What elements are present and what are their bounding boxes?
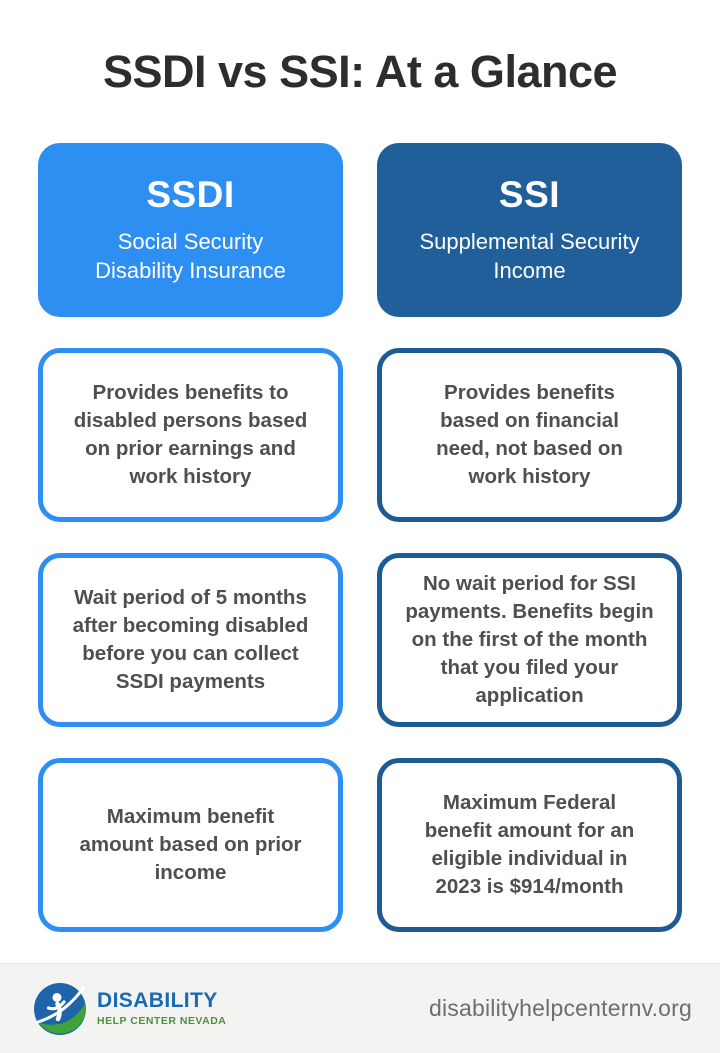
ssdi-benefits-basis-box: Provides benefits to disabled persons ba… [38, 348, 343, 522]
ssi-full-name: Supplemental Security Income [419, 229, 640, 283]
title-bar: SSDI vs SSI: At a Glance [0, 0, 720, 143]
disability-help-center-emblem-icon [34, 982, 87, 1035]
ssi-max-benefit-box: Maximum Federal benefit amount for an el… [377, 758, 682, 932]
ssdi-full-name: Social Security Disability Insurance [95, 229, 286, 283]
ssdi-header-card: SSDI Social Security Disability Insuranc… [38, 143, 343, 317]
ssdi-abbr-heading: SSDI [146, 174, 235, 216]
ssi-wait-period-box: No wait period for SSI payments. Benefit… [377, 553, 682, 727]
ssi-abbr-heading: SSI [498, 174, 561, 216]
ssi-benefits-basis-box: Provides benefits based on financial nee… [377, 348, 682, 522]
disability-help-center-logo: DISABILITY HELP CENTER NEVADA [32, 981, 226, 1037]
footer: DISABILITY HELP CENTER NEVADA disability… [0, 963, 720, 1053]
page-title: SSDI vs SSI: At a Glance [102, 45, 618, 97]
logo-name: DISABILITY [97, 989, 218, 1013]
logo-text: DISABILITY HELP CENTER NEVADA [97, 989, 227, 1027]
website-url: disabilityhelpcenternv.org [428, 995, 692, 1021]
ssi-header-card: SSI Supplemental Security Income [377, 143, 682, 317]
comparison-grid: SSDI Social Security Disability Insuranc… [38, 143, 682, 932]
ssdi-max-benefit-box: Maximum benefit amount based on prior in… [38, 758, 343, 932]
ssdi-wait-period-box: Wait period of 5 months after becoming d… [38, 553, 343, 727]
logo-tagline: HELP CENTER NEVADA [97, 1014, 227, 1027]
